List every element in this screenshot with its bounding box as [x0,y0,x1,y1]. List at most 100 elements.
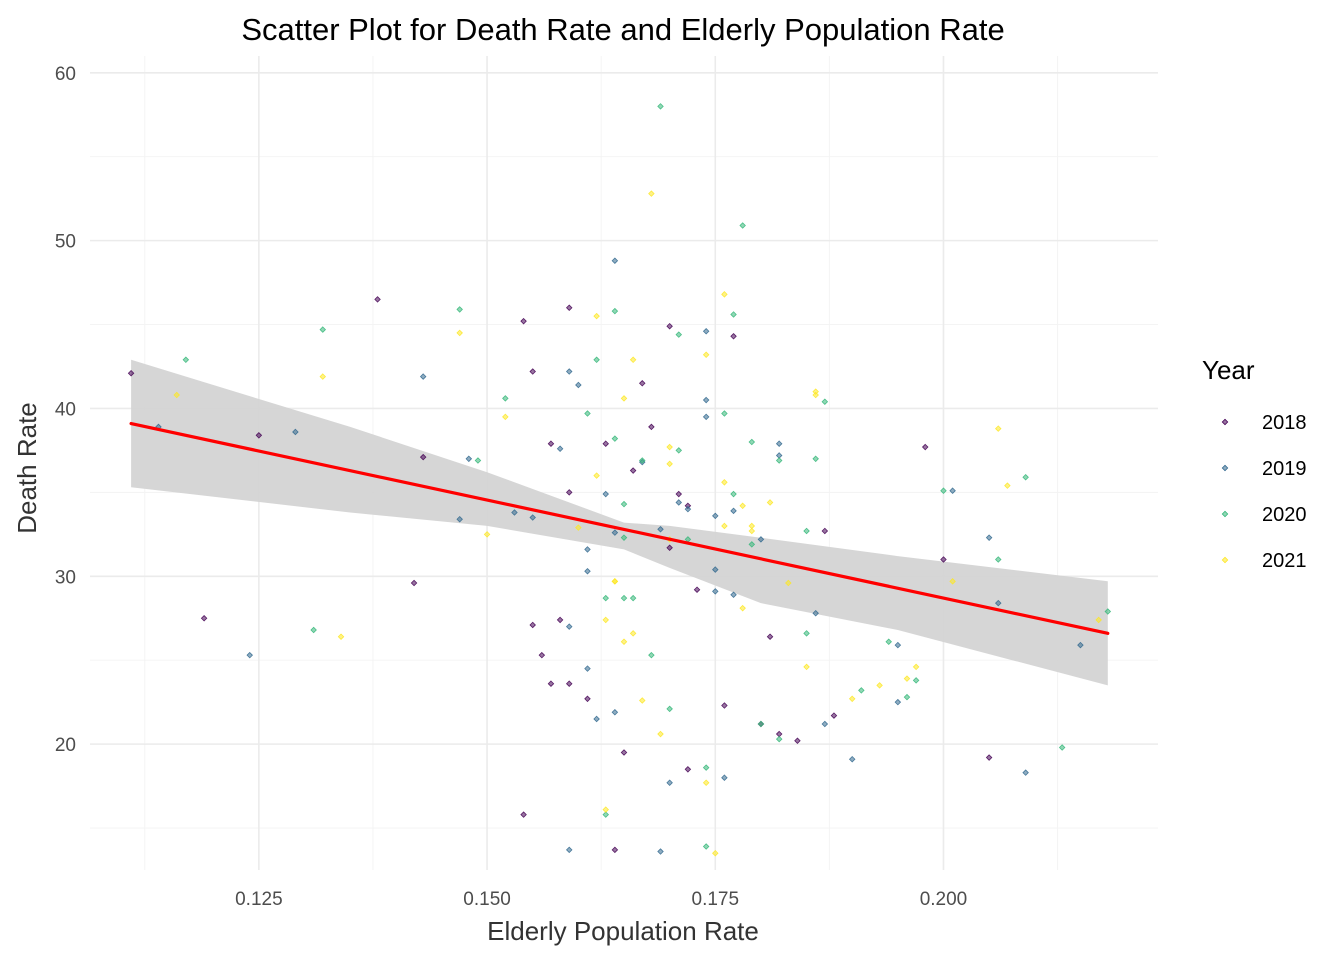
data-point-2021 [575,524,582,531]
data-point-2020 [474,457,482,464]
data-point-2020 [620,500,628,508]
data-point-2020 [319,326,327,333]
trend-line [129,421,1110,635]
data-point-2020 [593,356,600,364]
data-point-2021 [702,351,710,359]
data-point-2019 [775,440,783,447]
legend-key-2021 [1221,556,1229,564]
data-point-2018 [529,621,536,629]
data-point-2018 [565,304,573,312]
data-point-2021 [337,633,345,640]
data-point-2019 [611,257,619,265]
data-point-2021 [739,502,746,510]
y-tick-label: 30 [55,567,76,588]
data-point-2018 [520,317,527,325]
data-point-2020 [721,410,728,417]
data-point-2021 [803,663,810,671]
data-point-2019 [712,566,719,573]
data-point-2021 [876,682,883,689]
data-point-2020 [739,222,746,229]
data-point-2021 [666,460,673,468]
data-point-2020 [310,626,317,634]
x-axis-title: Elderly Population Rate [487,916,759,946]
data-point-2019 [894,698,902,706]
data-point-2020 [629,594,637,602]
data-point-2021 [748,527,756,535]
data-point-2019 [419,373,427,380]
x-tick-label: 0.200 [920,889,968,910]
data-point-2019 [657,848,664,855]
data-point-2020 [602,594,610,602]
data-point-2019 [666,779,673,786]
data-point-2020 [775,735,783,743]
data-point-2021 [611,578,619,585]
data-point-2020 [803,630,810,637]
data-point-2020 [611,435,619,442]
data-point-2020 [803,527,810,535]
data-point-2019 [730,591,737,599]
data-point-2018 [985,754,993,761]
data-point-2019 [565,846,573,854]
data-point-2020 [602,811,610,818]
data-point-2019 [611,708,619,716]
data-point-2020 [675,447,683,454]
data-point-2018 [629,467,637,474]
data-point-2020 [1104,608,1112,615]
data-point-2021 [721,522,728,530]
data-point-2020 [775,457,783,464]
data-point-2019 [712,588,719,595]
data-point-2019 [894,641,902,649]
data-point-2018 [940,556,947,563]
data-point-2019 [985,534,993,541]
x-tick-label: 0.175 [692,889,740,910]
legend-label-2021: 2021 [1262,550,1307,572]
data-point-2021 [629,630,637,637]
data-point-2018 [538,651,546,659]
legend-label-2020: 2020 [1262,504,1307,526]
data-point-2018 [620,749,628,756]
data-point-2019 [575,381,582,389]
data-point-2018 [520,811,527,818]
data-point-2021 [848,695,856,703]
data-point-2019 [721,774,728,781]
data-point-2021 [702,779,710,786]
data-point-2020 [748,541,756,548]
data-point-2018 [374,296,381,303]
data-point-2020 [620,534,628,541]
data-point-2021 [903,675,911,682]
data-point-2019 [584,665,591,672]
data-point-2021 [666,443,673,451]
data-points [127,103,1112,857]
data-point-2021 [602,806,610,813]
data-point-2018 [638,380,646,387]
data-point-2018 [255,432,263,439]
data-point-2019 [730,507,737,515]
data-point-2021 [785,579,792,587]
data-point-2020 [675,331,683,338]
data-point-2019 [684,505,692,513]
data-point-2019 [757,536,765,543]
data-point-2021 [1004,482,1011,489]
data-point-2019 [556,445,564,452]
data-point-2018 [666,544,673,552]
data-point-2018 [611,846,619,854]
data-point-2018 [547,440,555,447]
data-point-2021 [721,291,728,298]
data-point-2019 [584,546,591,553]
data-point-2020 [858,687,865,694]
data-point-2019 [675,499,683,506]
data-point-2018 [556,616,564,624]
data-point-2020 [648,651,655,659]
data-point-2019 [848,755,856,763]
data-point-2021 [1095,616,1102,624]
data-point-2021 [648,190,655,197]
data-point-2020 [456,306,463,313]
data-point-2019 [1077,641,1084,649]
data-point-2020 [702,764,710,771]
data-point-2020 [730,311,737,318]
data-point-2020 [730,490,737,498]
data-point-2019 [994,599,1002,607]
x-tick-label: 0.150 [463,889,511,910]
data-point-2019 [292,428,299,436]
data-point-2020 [182,356,190,364]
